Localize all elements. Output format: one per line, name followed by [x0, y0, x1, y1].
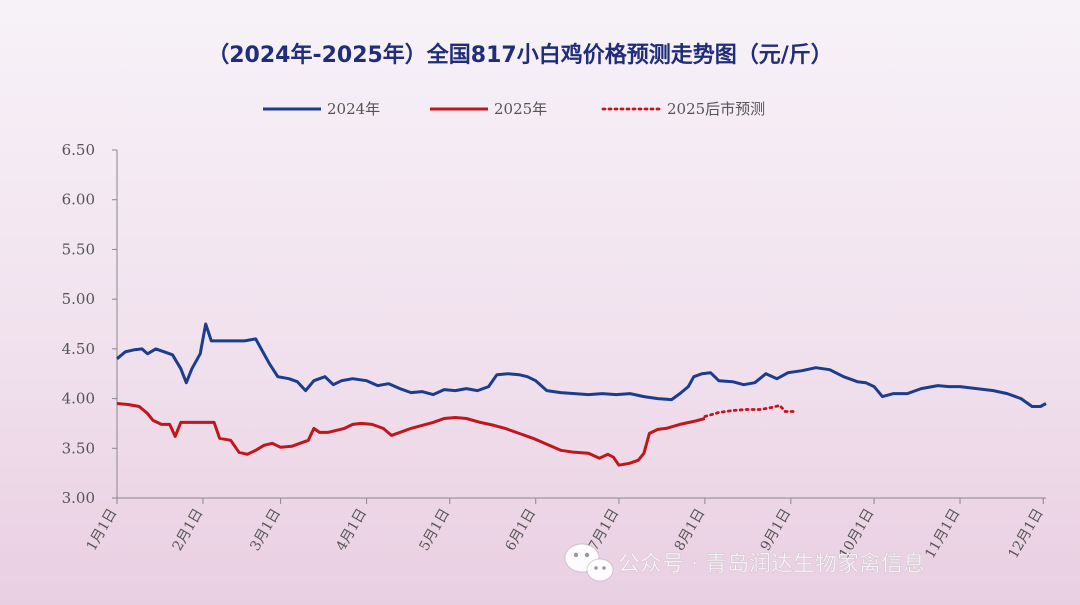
- y-tick-label: 6.50: [62, 141, 95, 159]
- y-tick-label: 5.50: [62, 240, 95, 258]
- watermark-text: 公众号 · 青岛润达生物家禽信息: [618, 552, 925, 577]
- y-tick-label: 4.00: [62, 390, 95, 408]
- legend-label-2: 2025年: [494, 100, 547, 118]
- watermark: 公众号 · 青岛润达生物家禽信息: [564, 543, 925, 582]
- x-tick-label: 11月1日: [922, 506, 963, 561]
- chart-legend: 2024年 2025年 2025后市预测: [263, 100, 765, 118]
- x-tick-label: 5月1日: [416, 506, 453, 554]
- series-line-3: [703, 404, 795, 418]
- series-layer: [116, 322, 1047, 467]
- x-tick-label: 3月1日: [247, 506, 284, 554]
- x-tick-label: 1月1日: [84, 506, 121, 554]
- y-tick-label: 6.00: [62, 191, 95, 209]
- x-tick-label: 4月1日: [333, 506, 370, 554]
- y-tick-label: 5.00: [62, 290, 95, 308]
- y-tick-label: 4.50: [62, 340, 95, 358]
- legend-label-1: 2024年: [327, 100, 380, 118]
- y-axis: 3.00 3.50 4.00 4.50 5.00 5.50 6.00 6.50: [62, 141, 118, 507]
- y-tick-label: 3.50: [62, 439, 95, 457]
- series-line-2: [116, 402, 706, 467]
- chart-title: （2024年-2025年）全国817小白鸡价格预测走势图（元/斤）: [207, 42, 833, 68]
- legend-label-3: 2025后市预测: [667, 100, 765, 118]
- x-tick-label: 9月1日: [758, 506, 795, 554]
- x-tick-label: 6月1日: [502, 506, 539, 554]
- wechat-icon: [564, 543, 614, 582]
- y-tick-label: 3.00: [62, 489, 95, 507]
- series-line-1: [116, 322, 1047, 408]
- x-tick-label: 2月1日: [170, 506, 207, 554]
- x-tick-label: 8月1日: [672, 506, 709, 554]
- x-tick-label: 12月1日: [1005, 506, 1046, 561]
